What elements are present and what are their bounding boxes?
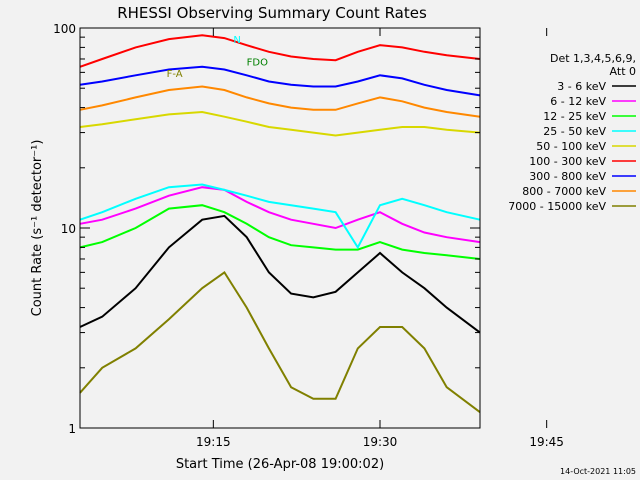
x-tick-label-1: 19:15 — [196, 435, 231, 449]
series-line-3 — [79, 204, 481, 260]
annotation-1: N — [233, 35, 240, 46]
series-line-4 — [79, 183, 481, 250]
series-line-1 — [79, 214, 481, 334]
chart-title: RHESSI Observing Summary Count Rates — [117, 4, 427, 22]
series-line-5 — [79, 110, 481, 137]
annotation-5: F-A — [167, 69, 183, 80]
legend-label-9: 7000 - 15000 keV — [508, 200, 606, 213]
series-line-6 — [79, 34, 481, 68]
legend: Det 1,3,4,5,6,9,Att 0 3 - 6 keV 6 - 12 keV… — [508, 52, 636, 213]
series-line-7 — [79, 65, 481, 97]
y-tick-label-3: 100 — [53, 22, 76, 36]
x-tick-label-2: 19:30 — [363, 435, 398, 449]
y-axis-label: Count Rate (s⁻¹ detector⁻¹) — [30, 140, 45, 317]
annotation-4: FDO — [247, 57, 268, 68]
legend-label-4: 25 - 50 keV — [543, 125, 606, 138]
legend-label-3: 12 - 25 keV — [543, 110, 606, 123]
legend-label-8: 800 - 7000 keV — [522, 185, 606, 198]
series-line-8 — [79, 85, 481, 118]
y-tick-label-2: 10 — [61, 222, 76, 236]
legend-label-1: 3 - 6 keV — [557, 80, 606, 93]
series-line-9 — [79, 270, 481, 413]
series-line-2 — [79, 186, 481, 244]
legend-label-2: 6 - 12 keV — [550, 95, 606, 108]
timestamp: 14-Oct-2021 11:05 — [560, 467, 636, 476]
x-axis-label: Start Time (26-Apr-08 19:00:02) — [176, 457, 384, 472]
x-tick-label-3: 19:45 — [529, 435, 564, 449]
legend-label-6: 100 - 300 keV — [529, 155, 606, 168]
legend-label-5: 50 - 100 keV — [536, 140, 606, 153]
legend-header-1: Det 1,3,4,5,6,9, — [550, 52, 636, 65]
y-tick-label-1: 1 — [68, 422, 76, 436]
legend-header-2: Att 0 — [610, 65, 636, 78]
legend-label-7: 300 - 800 keV — [529, 170, 606, 183]
plot-area: NFD1FD2FDOF-A — [79, 34, 481, 413]
